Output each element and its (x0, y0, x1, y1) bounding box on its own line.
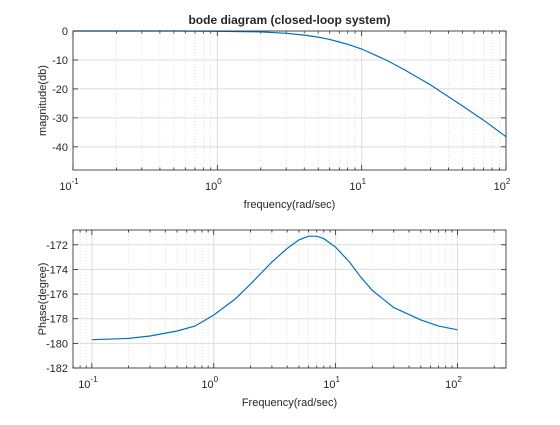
x-tick-label: 100 (205, 177, 222, 193)
axes-box (72, 30, 507, 171)
y-tick-label: -10 (52, 55, 68, 67)
y-tick-label: -182 (46, 363, 68, 375)
y-tick-label: -172 (46, 240, 68, 252)
plot-area (73, 31, 506, 170)
y-tick-label: -180 (46, 338, 68, 350)
x-tick-label: 101 (323, 375, 340, 391)
y-axis-label: Phase(degree) (37, 263, 49, 336)
axes-2: 10-1 100 101 102 -172 -174 -176 -178 -180 -182 Fre… (37, 229, 507, 409)
x-tick-label: 10-1 (59, 177, 79, 193)
y-tick-label: -30 (52, 113, 68, 125)
y-tick-label: 0 (62, 26, 68, 38)
y-tick-label: -174 (46, 264, 68, 276)
x-tick-label: 102 (445, 375, 462, 391)
y-tick-label: -176 (46, 289, 68, 301)
y-tick-label: -178 (46, 314, 68, 326)
series-line (91, 235, 458, 341)
y-tick-label: -40 (52, 142, 68, 154)
x-tick-label: 10-1 (78, 375, 98, 391)
x-axis-label: frequency(rad/sec) (244, 199, 336, 211)
axes-box (72, 229, 507, 369)
x-axis-label: Frequency(rad/sec) (242, 397, 337, 409)
x-tick-label: 100 (201, 375, 218, 391)
plot-area (73, 230, 506, 368)
y-tick-label: -20 (52, 84, 68, 96)
chart-title: bode diagram (closed-loop system) (188, 13, 390, 27)
y-axis-label: magnitude(db) (37, 65, 49, 136)
x-tick-label: 101 (349, 177, 366, 193)
axes-1: 10-1 100 101 102 0 -10 -20 -30 -40 bode diagram (… (37, 13, 511, 211)
x-tick-label: 102 (494, 177, 511, 193)
